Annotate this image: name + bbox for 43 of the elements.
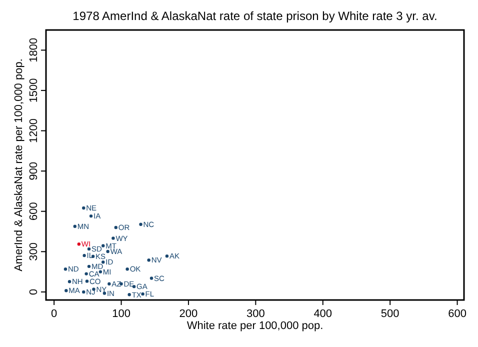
y-tick-label: 1800 xyxy=(28,38,40,62)
y-tick-label: 0 xyxy=(28,288,40,296)
point xyxy=(64,288,68,292)
point xyxy=(84,272,88,276)
point xyxy=(139,222,142,226)
x-tick-label: 400 xyxy=(314,308,332,320)
chart-title: 1978 AmerInd & AlaskaNat rate of state prison by White rate 3 yr. av. xyxy=(72,9,438,23)
point xyxy=(89,214,93,218)
point xyxy=(77,242,81,246)
x-tick-label: 100 xyxy=(112,308,130,320)
point xyxy=(82,206,86,210)
point xyxy=(141,292,144,296)
x-tick-label: 300 xyxy=(246,308,265,320)
point xyxy=(87,264,91,268)
x-tick-label: 500 xyxy=(380,308,400,320)
point xyxy=(82,290,86,294)
point xyxy=(85,280,89,283)
point xyxy=(82,254,86,258)
point xyxy=(68,280,72,284)
x-tick-label: 600 xyxy=(448,308,466,320)
point xyxy=(147,258,150,262)
x-axis-title: White rate per 100,000 pop. xyxy=(186,320,324,332)
point xyxy=(87,247,91,251)
point xyxy=(102,244,105,248)
point xyxy=(165,254,169,258)
y-tick-label: 600 xyxy=(28,202,40,221)
point xyxy=(114,226,118,230)
point xyxy=(73,224,76,228)
y-tick-label: 1500 xyxy=(28,78,40,103)
point xyxy=(128,293,131,296)
point xyxy=(106,250,110,254)
x-tick-label: 0 xyxy=(51,308,58,320)
point xyxy=(150,276,154,280)
point xyxy=(112,236,115,240)
point xyxy=(126,268,129,271)
y-tick-label: 1200 xyxy=(28,118,40,143)
point xyxy=(102,260,105,264)
y-axis-title: AmerInd & AlaskaNat rate per 100,000 pop. xyxy=(13,58,25,272)
y-tick-label: 300 xyxy=(28,242,40,261)
y-tick-label: 900 xyxy=(28,162,40,180)
point xyxy=(108,282,111,286)
x-tick-label: 200 xyxy=(179,308,198,320)
point xyxy=(64,268,68,271)
